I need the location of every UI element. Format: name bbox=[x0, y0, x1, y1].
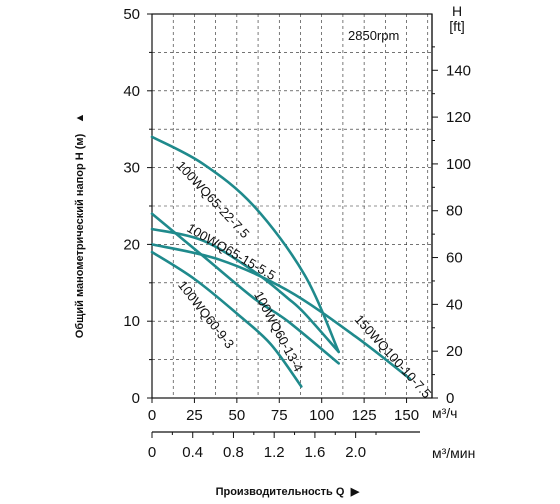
curve-100WQ65-22-7.5 bbox=[150, 135, 340, 354]
x-tick-label: 50 bbox=[229, 407, 246, 424]
x2-unit: м³/мин bbox=[432, 445, 475, 461]
x-tick-label: 25 bbox=[186, 407, 203, 424]
x-tick-label: 75 bbox=[271, 407, 288, 424]
y-axis-arrow: ▲ bbox=[74, 113, 86, 124]
x2-tick-label: 0.8 bbox=[223, 444, 244, 461]
y2-tick-label: 20 bbox=[446, 343, 463, 360]
x2-tick-label: 1.6 bbox=[304, 444, 325, 461]
y2-tick-label: 100 bbox=[446, 156, 471, 173]
x-tick-label: 100 bbox=[309, 407, 334, 424]
curve-100WQ60-9-3 bbox=[150, 250, 303, 388]
curve-150WQ100-10-7.5 bbox=[150, 243, 412, 381]
x-tick-label: 150 bbox=[394, 407, 419, 424]
x-tick-label: 0 bbox=[148, 407, 156, 424]
speed-annotation: 2850rpm bbox=[348, 28, 399, 43]
x2-tick-label: 2.0 bbox=[345, 444, 366, 461]
y2-unit-bottom: [ft] bbox=[449, 18, 465, 34]
y-tick-label: 10 bbox=[123, 313, 140, 330]
x-axis-arrow: ▶ bbox=[350, 486, 360, 498]
x2-tick-label: 0.4 bbox=[182, 444, 203, 461]
curve-100WQ60-13-4 bbox=[150, 212, 340, 365]
x2-tick-label: 1.2 bbox=[264, 444, 285, 461]
x2-tick-label: 0 bbox=[148, 444, 156, 461]
y2-tick-label: 80 bbox=[446, 203, 463, 220]
y-tick-label: 0 bbox=[132, 390, 140, 407]
y-tick-label: 50 bbox=[123, 6, 140, 23]
y2-tick-label: 40 bbox=[446, 296, 463, 313]
x-tick-label: 125 bbox=[352, 407, 377, 424]
y2-tick-label: 0 bbox=[446, 390, 454, 407]
y-tick-label: 30 bbox=[123, 160, 140, 177]
grid bbox=[152, 14, 432, 398]
x-unit: м³/ч bbox=[432, 405, 457, 421]
y2-tick-label: 120 bbox=[446, 109, 471, 126]
axis-ticks: 0 10 20 30 40 50 0 20 40 60 80 100 120 140 0 25 50 75 100 1… bbox=[123, 6, 471, 461]
y-tick-label: 20 bbox=[123, 236, 140, 253]
curve-100WQ65-15-5.5 bbox=[150, 227, 340, 354]
y-axis-title: Общий манометрический напор H (м) bbox=[74, 133, 86, 338]
y2-tick-label: 140 bbox=[446, 62, 471, 79]
x-axis-title: Производительность Q bbox=[216, 486, 345, 498]
y2-unit-top: H bbox=[452, 3, 462, 19]
y2-tick-label: 60 bbox=[446, 250, 463, 267]
curves bbox=[150, 135, 412, 388]
y-tick-label: 40 bbox=[123, 83, 140, 100]
y-axis-title-group: Общий манометрический напор H (м) ▲ bbox=[74, 113, 86, 339]
curve-labels: 100WQ65-22-7.5100WQ65-15-5.5100WQ60-13-4… bbox=[174, 158, 435, 401]
